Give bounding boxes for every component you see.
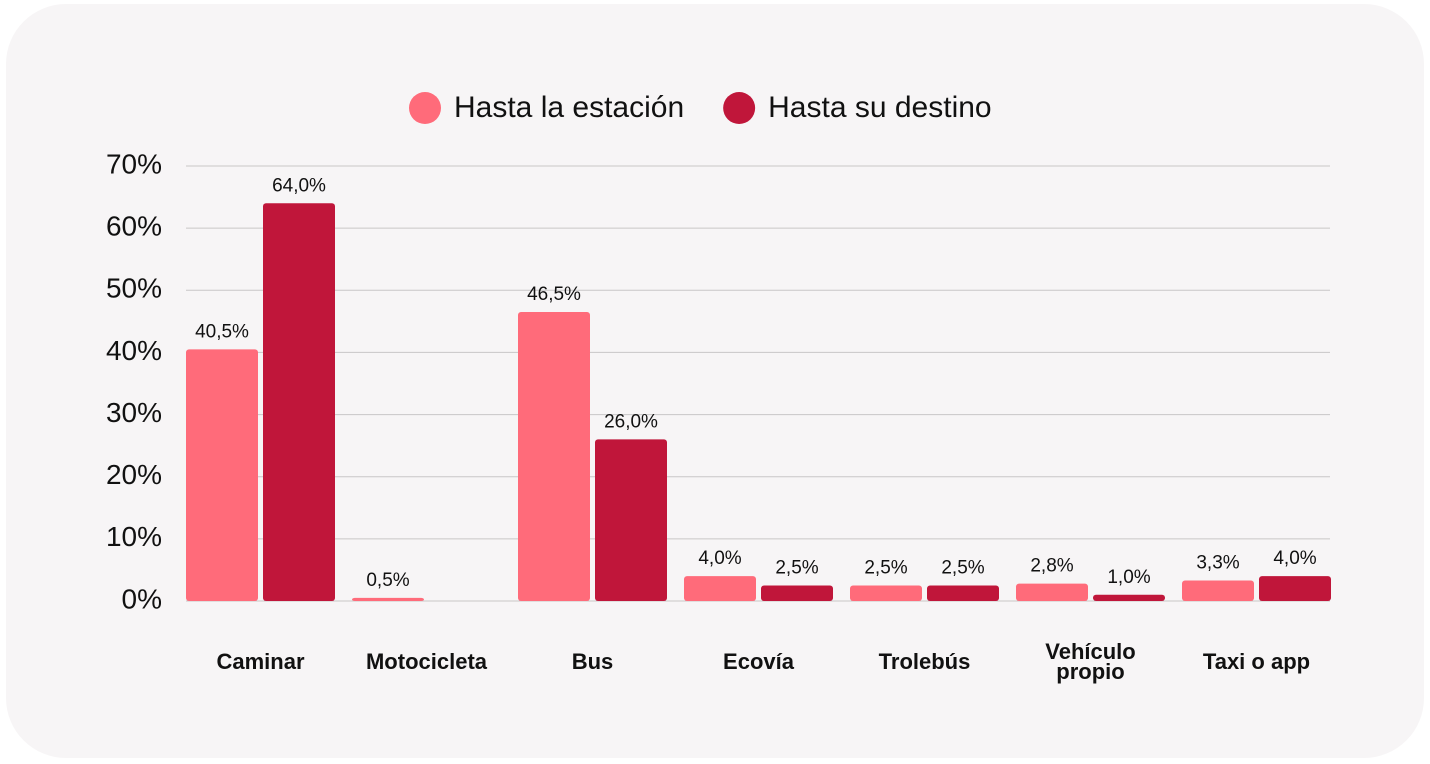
x-tick-label: Trolebús xyxy=(878,649,971,674)
x-tick-label: Taxi o app xyxy=(1202,649,1311,674)
x-tick-label: Vehículo propio xyxy=(1045,639,1136,684)
value-label: 46,5% xyxy=(527,284,581,305)
x-tick-label: Motocicleta xyxy=(365,649,488,674)
y-tick-label: 30% xyxy=(106,397,162,428)
value-label: 1,0% xyxy=(1107,567,1150,588)
y-tick-label: 60% xyxy=(106,211,162,242)
bar xyxy=(1259,576,1331,601)
bar xyxy=(186,349,258,601)
value-label: 4,0% xyxy=(698,548,741,569)
legend-swatch xyxy=(409,92,441,124)
value-label: 2,5% xyxy=(864,557,907,578)
bar xyxy=(595,439,667,601)
x-tick-label: Bus xyxy=(571,649,614,674)
bar xyxy=(352,597,424,601)
bar xyxy=(684,576,756,601)
value-label: 4,0% xyxy=(1273,548,1316,569)
value-label: 2,5% xyxy=(775,557,818,578)
value-label: 3,3% xyxy=(1196,553,1239,574)
y-tick-label: 70% xyxy=(106,148,162,179)
y-tick-label: 0% xyxy=(122,583,162,614)
legend-swatch xyxy=(723,92,756,124)
bar xyxy=(263,203,335,602)
value-label: 2,5% xyxy=(941,557,984,578)
bar xyxy=(850,585,922,601)
legend-label: Hasta la estación xyxy=(454,91,684,124)
value-label: 0,5% xyxy=(366,570,409,591)
bar xyxy=(518,312,590,601)
y-tick-label: 10% xyxy=(106,521,162,552)
y-tick-label: 40% xyxy=(106,335,162,366)
value-label: 40,5% xyxy=(195,321,249,342)
bar xyxy=(761,585,833,601)
value-label: 26,0% xyxy=(604,411,658,432)
value-label: 2,8% xyxy=(1030,556,1073,577)
bar xyxy=(1093,594,1165,601)
bar xyxy=(927,585,999,601)
y-tick-label: 20% xyxy=(106,459,162,490)
x-tick-label: Caminar xyxy=(216,649,305,674)
value-label: 64,0% xyxy=(272,175,326,196)
x-tick-label: Ecovía xyxy=(723,649,794,674)
bar xyxy=(1016,583,1088,601)
y-tick-label: 50% xyxy=(106,273,162,304)
legend-label: Hasta su destino xyxy=(768,91,991,124)
bar xyxy=(1182,580,1254,601)
